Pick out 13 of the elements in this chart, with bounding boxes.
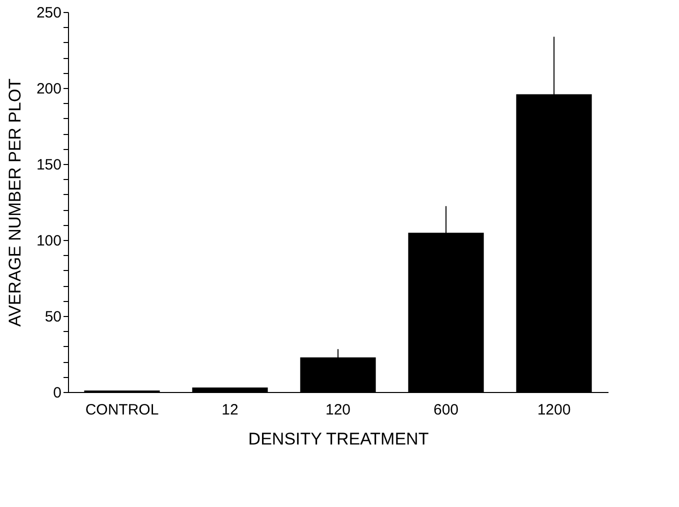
x-tick-label: 600 [433, 402, 459, 418]
y-axis-title: AVERAGE NUMBER PER PLOT [5, 78, 24, 327]
y-tick-label: 150 [36, 156, 62, 174]
y-tick-label: 50 [44, 308, 62, 326]
x-tick-label: 1200 [537, 402, 571, 418]
x-tick-label: 12 [222, 402, 238, 418]
x-axis-title: DENSITY TREATMENT [248, 430, 429, 448]
x-tick-label: CONTROL [85, 402, 159, 418]
y-tick-label: 200 [36, 80, 62, 98]
y-tick-label: 100 [36, 232, 62, 250]
y-tick-label: 250 [36, 4, 62, 22]
x-tick-label: 120 [325, 402, 351, 418]
y-tick-label: 0 [53, 384, 62, 402]
